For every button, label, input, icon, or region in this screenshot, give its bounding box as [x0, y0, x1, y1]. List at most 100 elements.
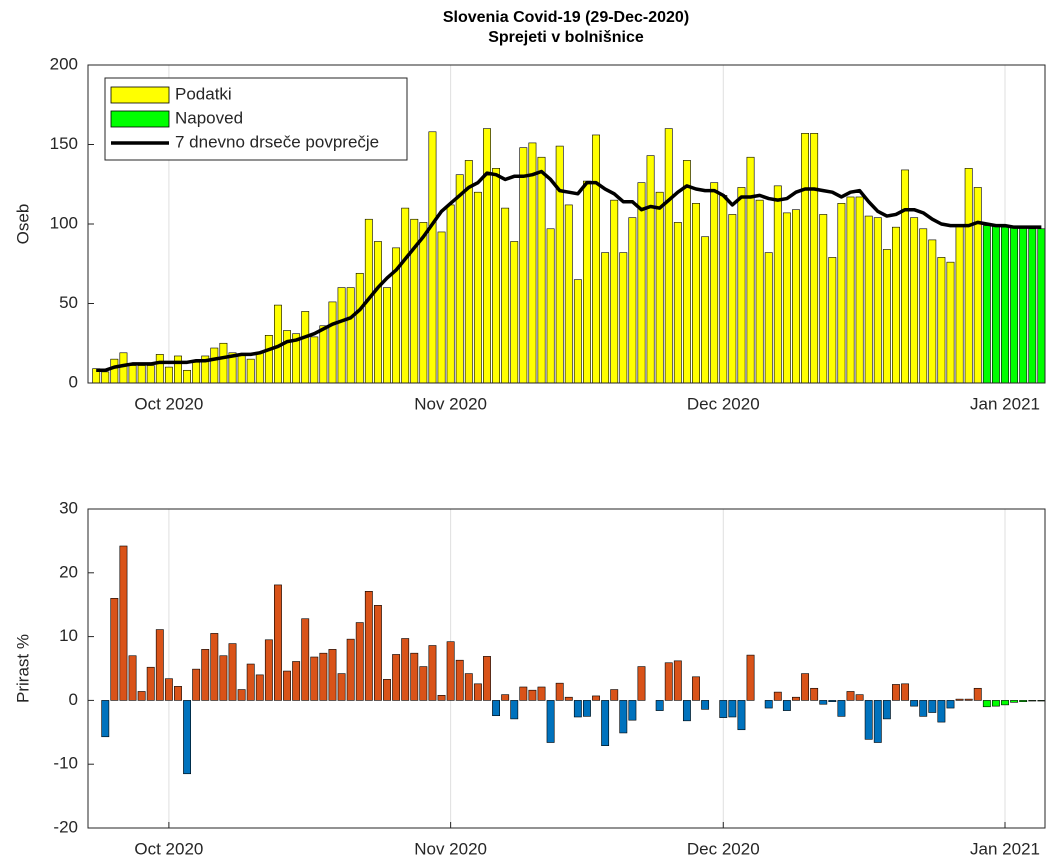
- bar: [892, 684, 900, 701]
- bar: [1037, 228, 1046, 384]
- legend-label: 7 dnevno drseče povprečje: [175, 132, 379, 151]
- bar: [383, 679, 391, 701]
- bar: [937, 257, 946, 384]
- chart-title: Slovenia Covid-19 (29-Dec-2020): [443, 9, 689, 26]
- bar: [401, 638, 410, 701]
- bar: [483, 656, 491, 701]
- bar: [846, 196, 855, 384]
- x-tick-label: Nov 2020: [414, 839, 487, 858]
- bar: [564, 204, 573, 384]
- bar: [455, 659, 464, 701]
- bar: [410, 652, 419, 701]
- bar: [746, 654, 755, 701]
- bar: [155, 354, 164, 384]
- bar: [110, 358, 119, 384]
- bar: [401, 207, 410, 384]
- bar: [955, 225, 964, 384]
- bar: [437, 231, 446, 384]
- y-tick-label: 150: [50, 134, 78, 153]
- bar: [137, 691, 146, 701]
- bar: [701, 700, 710, 710]
- x-tick-label: Dec 2020: [687, 394, 760, 413]
- y-tick-label: 100: [50, 213, 78, 232]
- bar: [301, 618, 310, 701]
- y-tick-label: -20: [53, 817, 78, 836]
- y-tick-label: 30: [59, 498, 78, 517]
- bar: [692, 203, 700, 384]
- bar: [946, 261, 955, 384]
- bar: [1001, 226, 1009, 384]
- y-tick-label: 10: [59, 626, 78, 645]
- bar: [164, 678, 173, 701]
- bar: [973, 687, 982, 701]
- bar: [164, 366, 173, 384]
- bar: [564, 696, 573, 701]
- bar: [419, 666, 428, 701]
- bar: [501, 694, 510, 701]
- bar: [664, 128, 673, 384]
- bar: [810, 687, 819, 701]
- bar: [210, 633, 219, 701]
- bar: [101, 700, 110, 738]
- bar: [828, 257, 837, 384]
- bar: [437, 694, 446, 701]
- y-tick-label: 20: [59, 562, 78, 581]
- bar: [210, 347, 219, 384]
- chart-subtitle: Sprejeti v bolnišnice: [488, 29, 644, 46]
- bar: [492, 168, 501, 384]
- bar: [528, 689, 537, 701]
- bar: [337, 287, 346, 384]
- bar: [628, 217, 637, 384]
- bar: [855, 196, 864, 384]
- bar: [673, 660, 682, 701]
- bar: [792, 209, 800, 384]
- bar: [146, 666, 155, 701]
- bar: [246, 663, 255, 701]
- axes-box: [87, 508, 1046, 829]
- bar: [383, 287, 391, 384]
- bar: [1037, 700, 1046, 702]
- bar: [264, 639, 273, 701]
- bar: [882, 700, 891, 720]
- bar: [246, 358, 255, 384]
- bar: [310, 336, 319, 384]
- bar: [364, 591, 373, 701]
- bar: [355, 622, 364, 701]
- bar: [555, 145, 564, 384]
- bar: [346, 638, 355, 701]
- bar: [292, 661, 301, 701]
- bar: [728, 700, 737, 718]
- bar: [746, 156, 755, 384]
- bar: [601, 700, 610, 746]
- bar: [283, 670, 291, 701]
- bar: [1001, 700, 1009, 706]
- bar: [174, 686, 182, 701]
- bar: [619, 252, 628, 384]
- bar: [837, 203, 846, 384]
- bar: [337, 673, 346, 701]
- legend-swatch: [110, 110, 170, 128]
- y-tick-label: 50: [59, 293, 78, 312]
- bar: [982, 700, 991, 708]
- bar: [183, 369, 191, 384]
- bar: [592, 134, 600, 384]
- bar: [764, 252, 773, 384]
- bar: [946, 700, 955, 709]
- bar: [264, 334, 273, 384]
- bar: [392, 654, 401, 701]
- axes-box: [87, 64, 1046, 384]
- legend-label: Napoved: [175, 108, 243, 127]
- bar: [982, 225, 991, 384]
- bar: [873, 700, 882, 743]
- bar: [637, 666, 646, 701]
- bar: [655, 700, 664, 711]
- bar: [673, 222, 682, 384]
- bar: [964, 168, 973, 384]
- bar: [592, 695, 600, 701]
- bar: [610, 199, 619, 384]
- bar: [519, 686, 528, 701]
- bar: [219, 342, 228, 384]
- bar: [991, 225, 1000, 384]
- y-tick-label: 200: [50, 54, 78, 73]
- bar: [128, 365, 137, 384]
